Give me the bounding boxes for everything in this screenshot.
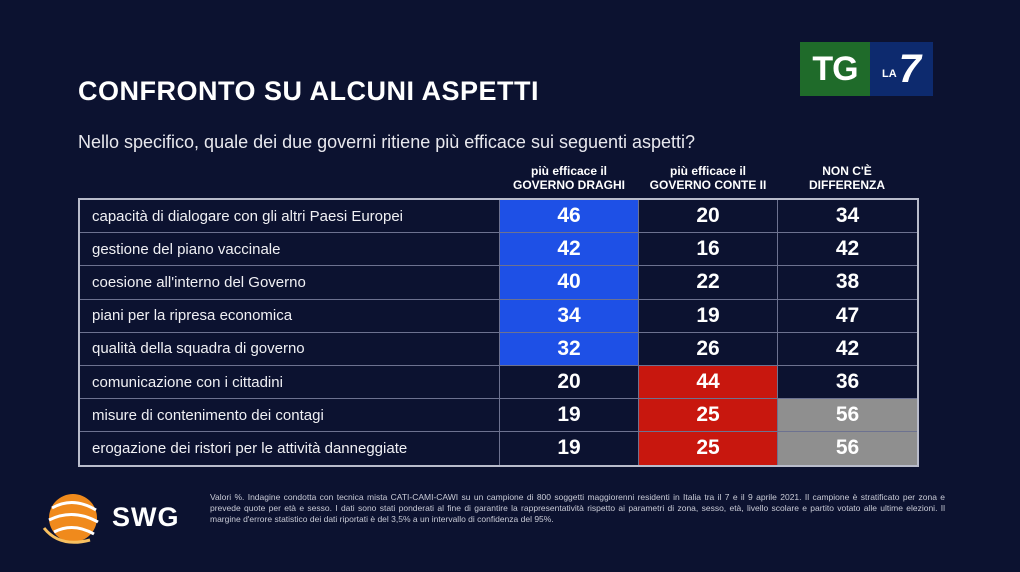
table-row: coesione all'interno del Governo 40 22 38: [80, 265, 917, 299]
tg-logo-text: TG: [800, 42, 870, 96]
value-cell-conte: 20: [639, 200, 778, 233]
header-draghi-line2: GOVERNO DRAGHI: [512, 178, 625, 192]
value-cell-draghi: 32: [500, 332, 639, 365]
table-row: comunicazione con i cittadini 20 44 36: [80, 364, 917, 399]
table-row: piani per la ripresa economica 34 19 47: [80, 298, 917, 332]
value-cell-no-difference: 56: [778, 399, 917, 432]
methodology-note: Valori %. Indagine condotta con tecnica …: [210, 492, 945, 524]
value-cell-no-difference: 42: [835, 336, 860, 360]
header-draghi-line1: più efficace il: [530, 164, 608, 178]
value-cell-conte: 22: [639, 266, 778, 299]
value-cell-conte: 25: [639, 432, 778, 465]
header-no-difference: NON C'È DIFFERENZA: [778, 164, 916, 192]
row-label: erogazione dei ristori per le attività d…: [80, 432, 500, 465]
swg-logo: SWG: [40, 488, 180, 546]
row-label: piani per la ripresa economica: [80, 299, 500, 332]
la7-logo-seven: 7: [898, 46, 921, 91]
value-cell-draghi: 34: [500, 299, 639, 332]
value-cell-draghi: 46: [500, 200, 639, 233]
value-cell-draghi: 42: [500, 233, 639, 266]
la7-logo-la: LA: [882, 68, 897, 80]
value-cell-draghi: 19: [500, 399, 639, 432]
swg-globe-icon: [42, 494, 99, 544]
row-label: capacità di dialogare con gli altri Paes…: [80, 200, 500, 233]
table-row: gestione del piano vaccinale 42 16 42: [80, 232, 917, 266]
table-row: erogazione dei ristori per le attività d…: [80, 431, 917, 465]
row-label: comunicazione con i cittadini: [80, 365, 500, 399]
header-none-line1: NON C'È: [822, 164, 872, 178]
value-cell-draghi: 19: [500, 432, 639, 465]
table-row: capacità di dialogare con gli altri Paes…: [80, 200, 917, 233]
value-cell-conte: 19: [639, 299, 778, 332]
header-draghi: più efficace il GOVERNO DRAGHI: [500, 164, 638, 192]
value-cell-conte: 44: [639, 365, 778, 399]
value-cell-no-difference: 42: [835, 237, 860, 261]
survey-question: Nello specifico, quale dei due governi r…: [78, 132, 696, 152]
value-cell-no-difference: 47: [835, 303, 860, 327]
value-cell-no-difference: 34: [835, 204, 860, 228]
row-label: coesione all'interno del Governo: [80, 266, 500, 299]
row-label: qualità della squadra di governo: [80, 332, 500, 365]
header-none-line2: DIFFERENZA: [809, 178, 885, 192]
row-label: misure di contenimento dei contagi: [80, 399, 500, 432]
swg-brand: SWG: [112, 501, 180, 532]
table-row: qualità della squadra di governo 32 26 42: [80, 331, 917, 365]
value-cell-conte: 26: [639, 332, 778, 365]
value-cell-draghi: 20: [500, 365, 639, 399]
value-cell-conte: 16: [639, 233, 778, 266]
comparison-table: capacità di dialogare con gli altri Paes…: [78, 198, 919, 467]
header-conte-line1: più efficace il: [669, 164, 747, 178]
tg-la7-logo: TG LA 7: [800, 42, 933, 96]
la7-logo: LA 7: [870, 42, 933, 96]
header-conte: più efficace il GOVERNO CONTE II: [639, 164, 777, 192]
value-cell-no-difference: 38: [835, 270, 860, 294]
page-title: CONFRONTO SU ALCUNI ASPETTI: [78, 76, 540, 106]
table-row: misure di contenimento dei contagi 19 25 56: [80, 398, 917, 432]
value-cell-no-difference: 56: [778, 432, 917, 465]
value-cell-draghi: 40: [500, 266, 639, 299]
row-label: gestione del piano vaccinale: [80, 233, 500, 266]
value-cell-no-difference: 36: [835, 370, 860, 394]
header-conte-line2: GOVERNO CONTE II: [649, 178, 767, 192]
value-cell-conte: 25: [639, 399, 778, 432]
